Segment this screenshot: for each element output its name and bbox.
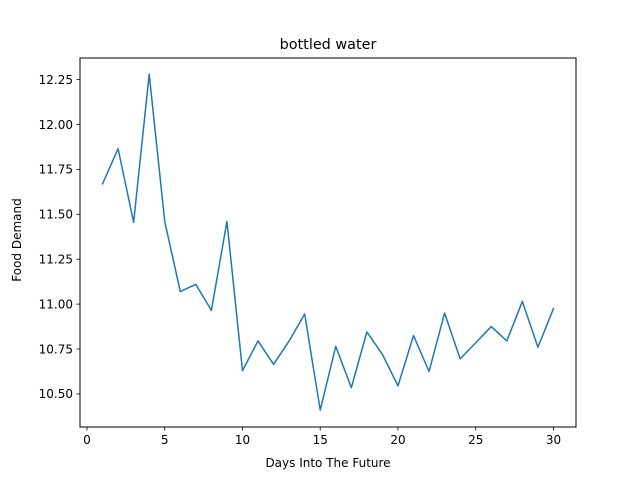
series-line <box>101 73 555 411</box>
x-tick-label: 25 <box>468 433 483 447</box>
y-tick-label: 12.00 <box>39 118 73 132</box>
plot-frame <box>79 57 577 428</box>
y-tick-label: 11.00 <box>39 297 73 311</box>
chart-title: bottled water <box>280 37 377 53</box>
x-tick-label: 20 <box>390 433 405 447</box>
x-tick-label: 0 <box>83 433 91 447</box>
y-axis-label: Food Demand <box>10 198 24 281</box>
y-axis: 10.50 10.75 11.00 11.25 11.50 11.75 12.00 12.25 <box>39 73 80 401</box>
x-axis: 0 5 10 15 20 25 30 <box>83 427 561 447</box>
x-axis-label: Days Into The Future <box>265 456 390 470</box>
y-tick-label: 11.50 <box>39 208 73 222</box>
x-tick-label: 15 <box>313 433 328 447</box>
y-tick-label: 12.25 <box>39 73 73 87</box>
x-tick-label: 10 <box>235 433 250 447</box>
y-tick-label: 11.25 <box>39 253 73 267</box>
x-tick-label: 30 <box>546 433 561 447</box>
y-tick-label: 10.75 <box>39 342 73 356</box>
x-tick-label: 5 <box>161 433 169 447</box>
y-tick-label: 10.50 <box>39 387 73 401</box>
y-tick-label: 11.75 <box>39 163 73 177</box>
